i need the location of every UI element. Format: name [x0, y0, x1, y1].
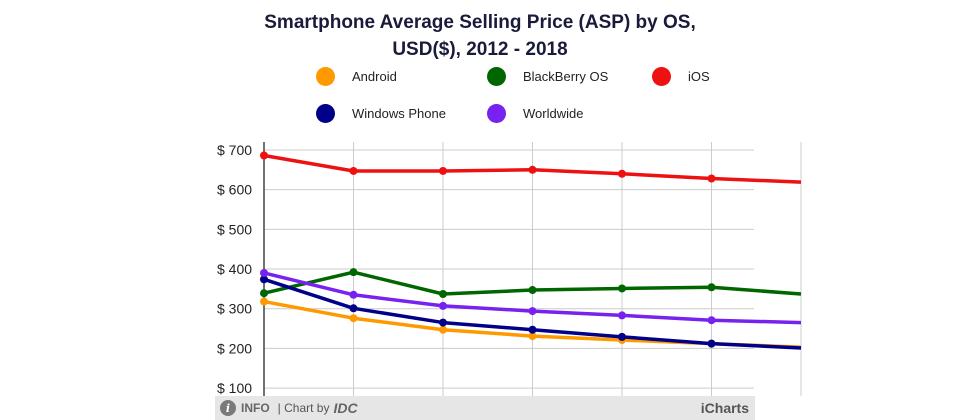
y-tick-label: $ 100 — [217, 380, 252, 396]
data-point-blackberry-os[interactable] — [439, 290, 447, 299]
data-point-windows-phone[interactable] — [439, 318, 447, 327]
legend-item-windows-phone[interactable]: Windows Phone — [316, 104, 446, 123]
data-point-android[interactable] — [260, 297, 268, 306]
legend-swatch-blackberry-os — [487, 67, 506, 86]
data-point-blackberry-os[interactable] — [528, 286, 537, 295]
legend-item-ios[interactable]: iOS — [652, 67, 710, 86]
axis-layer: $ 100 $ 200 $ 300 $ 400 $ 500 $ 600 $ 700 — [217, 142, 265, 396]
legend-item-worldwide[interactable]: Worldwide — [487, 104, 583, 123]
legend-swatch-android — [316, 67, 335, 86]
data-point-blackberry-os[interactable] — [618, 284, 626, 293]
legend-item-android[interactable]: Android — [316, 67, 397, 86]
data-point-windows-phone[interactable] — [260, 275, 268, 284]
data-point-ios[interactable] — [439, 166, 447, 175]
data-point-worldwide[interactable] — [618, 311, 626, 320]
chart-footer: i INFO | Chart by IDC iCharts — [215, 396, 755, 420]
y-tick-label: $ 200 — [217, 340, 252, 356]
brand-logo[interactable]: iCharts — [700, 400, 749, 416]
info-icon[interactable]: i — [220, 400, 236, 416]
data-point-blackberry-os[interactable] — [707, 283, 716, 292]
y-tick-label: $ 300 — [217, 301, 252, 317]
y-tick-label: $ 400 — [217, 261, 252, 277]
info-label[interactable]: INFO — [241, 401, 270, 415]
legend-swatch-ios — [652, 67, 671, 86]
legend-label-blackberry-os: BlackBerry OS — [523, 69, 609, 84]
grid-layer — [264, 142, 802, 396]
legend-item-blackberry-os[interactable]: BlackBerry OS — [487, 67, 608, 86]
legend-swatch-worldwide — [487, 104, 506, 123]
data-point-ios[interactable] — [618, 169, 626, 178]
source-logo: IDC — [333, 400, 358, 416]
legend-label-worldwide: Worldwide — [523, 106, 584, 121]
data-point-ios[interactable] — [528, 165, 537, 174]
y-tick-label: $ 600 — [217, 182, 252, 198]
legend-label-android: Android — [352, 69, 397, 84]
data-point-worldwide[interactable] — [439, 301, 447, 310]
data-point-windows-phone[interactable] — [707, 339, 716, 348]
chart-title-line-2: USD($), 2012 - 2018 — [392, 39, 568, 60]
data-point-ios[interactable] — [260, 151, 268, 160]
data-point-worldwide[interactable] — [707, 316, 716, 325]
data-point-worldwide[interactable] — [349, 290, 358, 299]
legend-label-windows-phone: Windows Phone — [352, 106, 446, 121]
data-point-android[interactable] — [439, 325, 447, 334]
chart-by-label: | Chart by — [277, 401, 330, 415]
data-point-ios[interactable] — [349, 166, 358, 175]
data-point-android[interactable] — [349, 314, 358, 323]
data-point-windows-phone[interactable] — [528, 325, 537, 334]
legend-swatch-windows-phone — [316, 104, 335, 123]
data-point-android[interactable] — [528, 332, 537, 341]
data-point-windows-phone[interactable] — [349, 304, 358, 313]
y-tick-label: $ 500 — [217, 221, 252, 237]
data-point-blackberry-os[interactable] — [349, 268, 358, 277]
data-point-blackberry-os[interactable] — [260, 289, 268, 298]
data-point-worldwide[interactable] — [528, 307, 537, 316]
data-point-windows-phone[interactable] — [618, 332, 626, 341]
legend-label-ios: iOS — [688, 69, 710, 84]
data-point-ios[interactable] — [707, 174, 716, 183]
y-tick-label: $ 700 — [217, 142, 252, 158]
data-point-worldwide[interactable] — [260, 268, 268, 277]
chart-title-line-1: Smartphone Average Selling Price (ASP) b… — [264, 12, 696, 33]
series-layer — [260, 151, 802, 350]
